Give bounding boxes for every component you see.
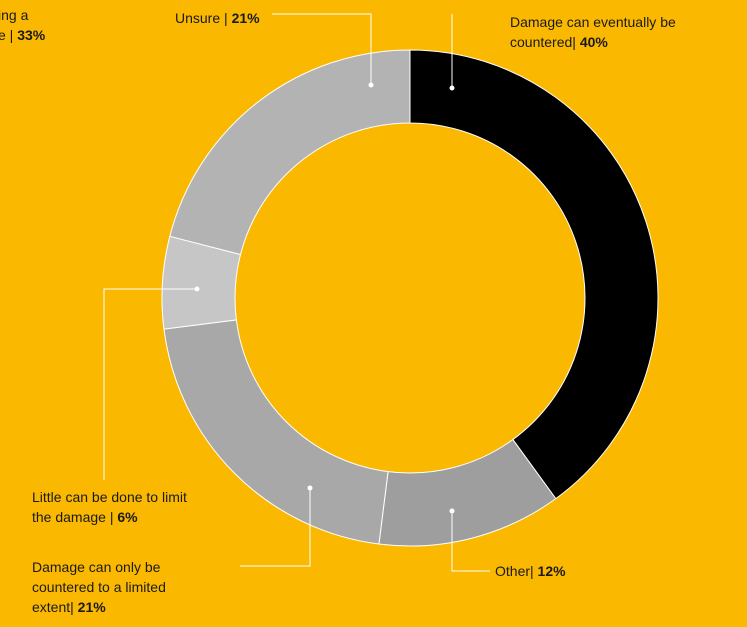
label-unsure: Unsure | 21% (175, 8, 260, 28)
leader-line-little-can-be-done (103, 288, 197, 480)
label-clipped-line-1: ing a (0, 7, 29, 23)
label-limited-line-2: countered to a limited (32, 579, 166, 595)
label-eventually-value: 40% (579, 34, 608, 50)
leader-line-limited-extent (240, 488, 311, 567)
slice-limited-extent (163, 319, 389, 545)
label-little-line-2: the damage (32, 509, 106, 525)
label-unsure-sep: | (220, 10, 232, 26)
label-other-line-1: Other (495, 563, 531, 579)
label-eventually-sep: | (572, 34, 580, 50)
label-unsure-line-1: Unsure (175, 10, 221, 26)
label-limited-line-3: extent (32, 599, 71, 615)
label-little-can-be-done: Little can be done to limit the damage |… (32, 487, 187, 527)
label-clipped-sep: | (5, 27, 18, 43)
label-limited-line-1: Damage can only be (32, 559, 161, 575)
label-other: Other| 12% (495, 561, 566, 581)
label-clipped-value: 33% (17, 27, 46, 43)
leader-dot-limited-extent (307, 485, 313, 491)
label-unsure-value: 21% (231, 10, 260, 26)
leader-line-other (451, 511, 490, 572)
leader-dot-little-can-be-done (194, 286, 200, 292)
label-other-sep: | (530, 563, 538, 579)
slice-unsure (169, 49, 411, 256)
leader-dot-eventually-countered (449, 85, 455, 91)
leader-line-unsure (272, 13, 372, 85)
label-other-value: 12% (537, 563, 566, 579)
label-little-sep: | (105, 509, 118, 525)
label-little-value: 6% (117, 509, 138, 525)
label-clipped-partial: ing a e | 33% (0, 5, 45, 45)
slice-eventually-countered (409, 49, 659, 500)
label-clipped-line-2: e (0, 27, 6, 43)
label-eventually-countered: Damage can eventually be countered| 40% (510, 12, 676, 52)
leader-dot-other (449, 508, 455, 514)
leader-dot-unsure (368, 82, 374, 88)
label-limited-value: 21% (77, 599, 106, 615)
label-eventually-line-1: Damage can eventually be (510, 14, 676, 30)
label-little-line-1: Little can be done to limit (32, 489, 187, 505)
label-limited-sep: | (70, 599, 78, 615)
label-eventually-line-2: countered (510, 34, 573, 50)
label-limited-extent: Damage can only be countered to a limite… (32, 557, 166, 617)
